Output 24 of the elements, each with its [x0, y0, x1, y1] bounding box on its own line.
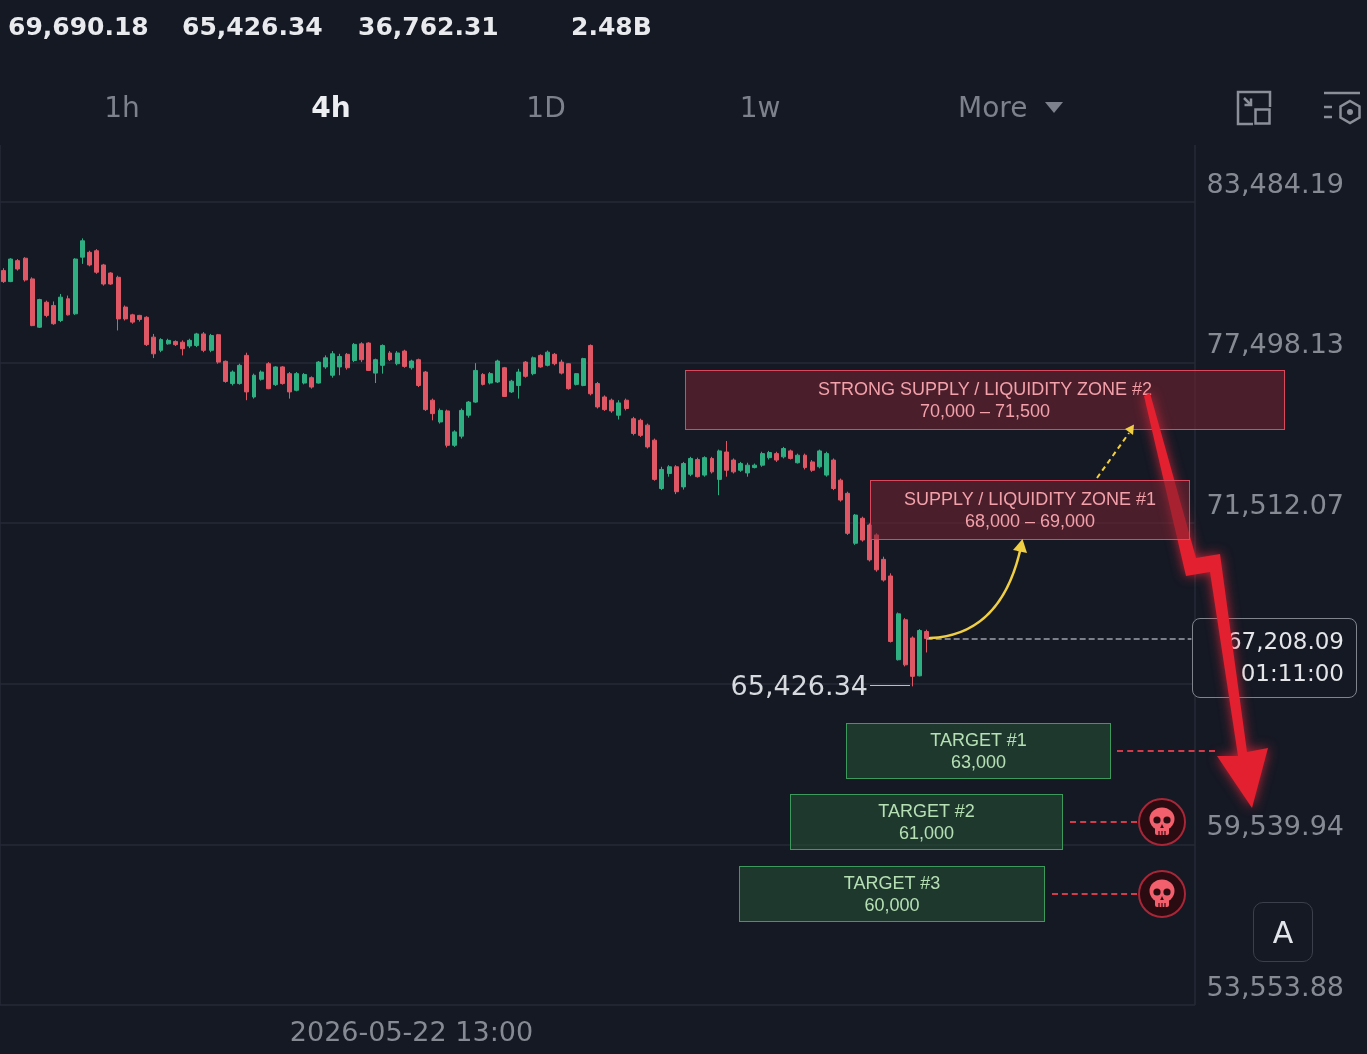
text: 69,690.18	[8, 12, 149, 42]
text: 4h	[311, 91, 351, 125]
text: 1h	[104, 91, 140, 125]
note-box: TARGET #2 61,000	[790, 794, 1063, 850]
y-tick-label: 59,539.94	[1206, 810, 1344, 842]
ref-line-label: 67,208.09	[1225, 626, 1344, 656]
text: 1w	[739, 91, 781, 125]
y-tick-label: 83,484.19	[1206, 167, 1344, 199]
x-tick-label: 2026-05-22 13:00	[289, 1016, 534, 1047]
y-tick-label: 71,512.07	[1206, 489, 1344, 521]
text: 1D	[526, 91, 566, 125]
note-box: STRONG SUPPLY / LIQUIDITY ZONE #2 70,000 – 71,500	[685, 370, 1285, 430]
y-tick-label: 77,498.13	[1206, 328, 1344, 360]
tag-box: 67,208.09 01:11:00	[1192, 617, 1357, 698]
text: 65,426.34	[182, 12, 323, 42]
text: 2.48B	[571, 12, 652, 42]
text: More	[958, 91, 1028, 125]
text: 36,762.31	[358, 12, 499, 42]
note-box: TARGET #1 63,000	[846, 723, 1111, 779]
note-box: TARGET #3 60,000	[739, 866, 1045, 922]
y-tick-label: 53,553.88	[1206, 971, 1344, 1002]
letter-button: A	[1253, 902, 1313, 962]
annotation: 65,426.34	[730, 670, 868, 702]
note-box: SUPPLY / LIQUIDITY ZONE #1 68,000 – 69,000	[870, 480, 1190, 540]
